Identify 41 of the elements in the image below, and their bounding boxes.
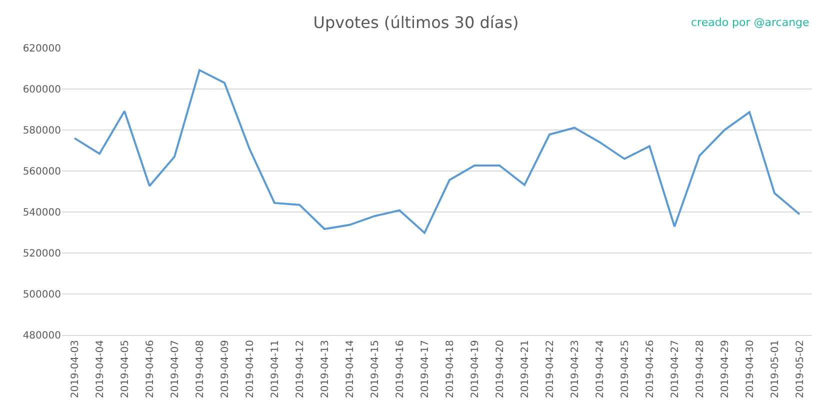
x-tick-label: 2019-05-02 [794,340,806,398]
y-tick-label: 520000 [22,248,61,260]
x-tick-label: 2019-04-27 [670,340,681,398]
x-tick-label: 2019-04-06 [144,340,156,398]
x-tick-label: 2019-04-05 [120,340,131,398]
chart-title: Upvotes (últimos 30 días) [313,12,519,32]
y-tick-label: 600000 [22,84,61,96]
x-tick-label: 2019-04-18 [444,340,456,398]
x-tick-label: 2019-04-13 [320,340,331,398]
x-tick-label: 2019-04-17 [420,340,431,398]
x-tick-label: 2019-04-20 [494,340,506,398]
x-tick-label: 2019-04-26 [644,340,656,398]
x-tick-label: 2019-04-21 [520,340,531,398]
y-tick-label: 540000 [22,208,61,218]
x-tick-label: 2019-04-14 [344,340,356,398]
y-tick-label: 560000 [22,166,61,178]
line-series [74,69,800,234]
x-tick-label: 2019-04-25 [620,340,631,398]
x-tick-label: 2019-04-08 [194,340,206,398]
x-tick-label: 2019-04-28 [694,340,706,398]
x-tick-label: 2019-04-15 [370,340,381,398]
y-tick-label: 500000 [22,290,61,300]
x-tick-label: 2019-04-24 [594,340,606,398]
x-tick-label: 2019-04-04 [94,340,106,398]
x-tick-label: 2019-04-03 [70,340,81,398]
x-tick-label: 2019-05-01 [770,340,781,398]
x-tick-label: 2019-04-07 [170,340,181,398]
x-tick-label: 2019-04-23 [570,340,581,398]
x-tick-label: 2019-04-10 [244,340,256,398]
y-tick-label: 620000 [22,44,61,54]
x-tick-label: 2019-04-16 [394,340,406,398]
y-tick-label: 580000 [22,126,61,136]
x-tick-label: 2019-04-22 [544,340,556,398]
y-tick-label: 480000 [22,330,61,342]
x-tick-label: 2019-04-30 [744,340,756,398]
x-tick-label: 2019-04-29 [720,340,731,398]
text: creado por @arcange [691,16,810,29]
x-tick-label: 2019-04-11 [270,340,281,398]
x-tick-label: 2019-04-09 [220,340,231,398]
x-tick-label: 2019-04-19 [470,340,481,398]
x-tick-label: 2019-04-12 [294,340,306,398]
